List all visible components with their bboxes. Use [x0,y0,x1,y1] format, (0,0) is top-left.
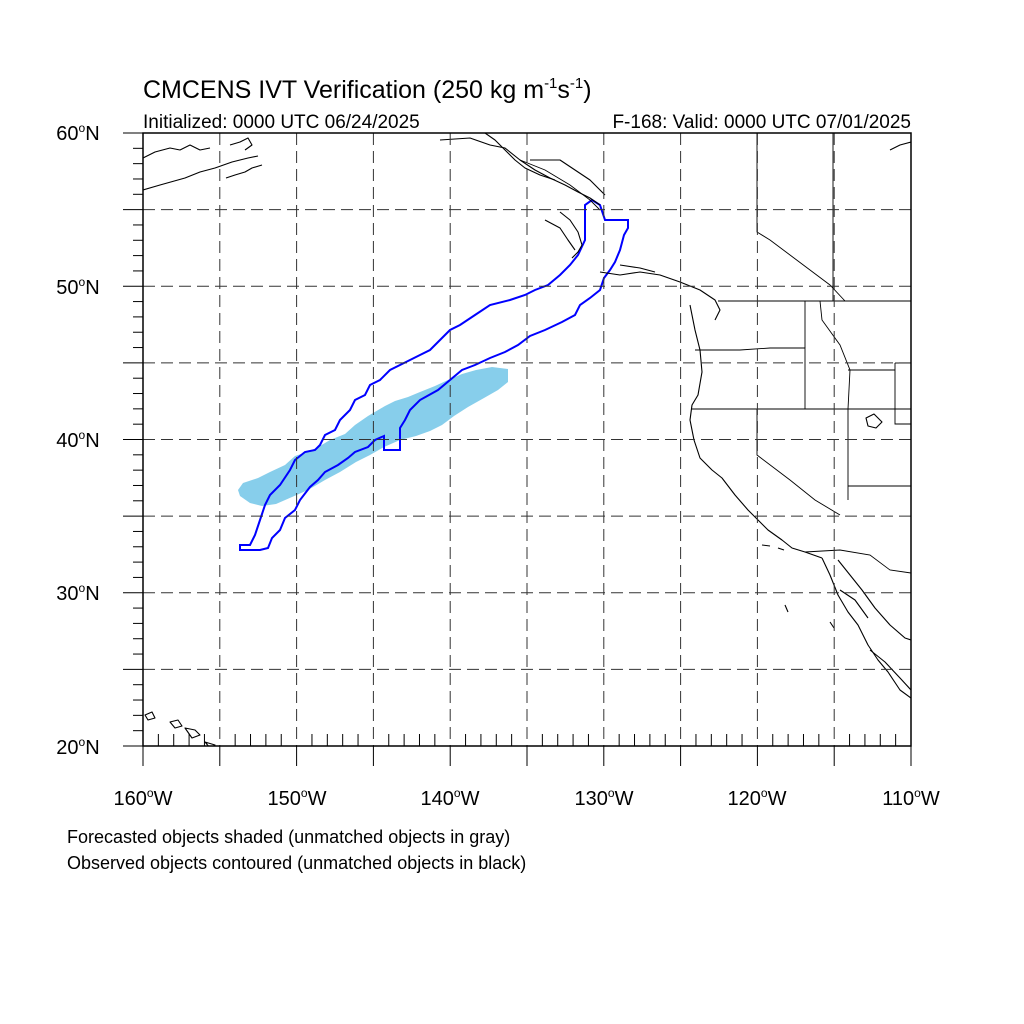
forecast-note: Forecasted objects shaded (unmatched obj… [67,827,510,847]
latitude-labels: 60oN 50oN 40oN 30oN 20oN [56,121,99,759]
lon-label-140: 140oW [421,786,480,810]
lon-label-110: 110oW [882,786,940,810]
lon-label-120: 120oW [728,786,787,810]
init-time-label: Initialized: 0000 UTC 06/24/2025 [143,112,420,133]
lon-label-150: 150oW [268,786,327,810]
lat-label-20: 20oN [56,735,99,759]
valid-time-label: F-168: Valid: 0000 UTC 07/01/2025 [612,112,911,133]
observed-object-contour [239,198,629,551]
lon-label-160: 160oW [114,786,173,810]
observed-note: Observed objects contoured (unmatched ob… [67,853,526,873]
axis-ticks [123,132,912,766]
figure-title: CMCENS IVT Verification (250 kg m-1s-1) [143,75,592,104]
map-area [143,133,911,746]
lat-label-30: 30oN [56,581,99,605]
longitude-labels: 160oW 150oW 140oW 130oW 120oW 110oW [114,786,940,810]
lat-lon-gridlines [143,133,911,746]
lat-label-40: 40oN [56,428,99,452]
lon-label-130: 130oW [575,786,634,810]
lat-label-60: 60oN [56,121,99,145]
coastlines [143,133,911,746]
forecast-object-shaded [238,367,508,506]
lat-label-50: 50oN [56,275,99,299]
political-borders [519,133,911,574]
